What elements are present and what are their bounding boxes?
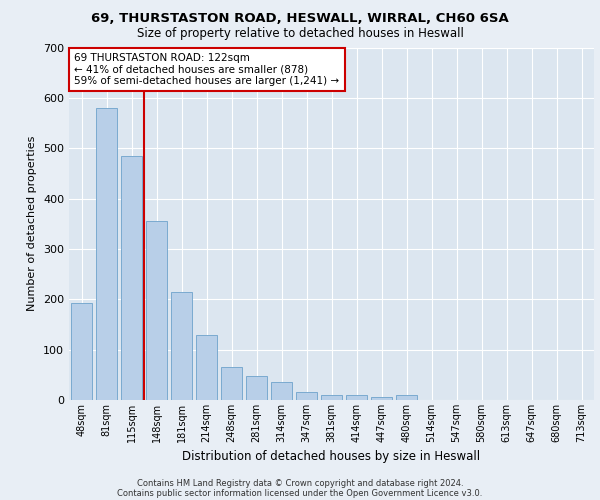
Text: 69, THURSTASTON ROAD, HESWALL, WIRRAL, CH60 6SA: 69, THURSTASTON ROAD, HESWALL, WIRRAL, C… <box>91 12 509 26</box>
Bar <box>396 395 417 400</box>
Bar <box>196 334 217 400</box>
Text: 69 THURSTASTON ROAD: 122sqm
← 41% of detached houses are smaller (878)
59% of se: 69 THURSTASTON ROAD: 122sqm ← 41% of det… <box>74 53 340 86</box>
Text: Size of property relative to detached houses in Heswall: Size of property relative to detached ho… <box>137 28 463 40</box>
Bar <box>71 303 92 400</box>
Bar <box>371 398 392 400</box>
Text: Contains HM Land Registry data © Crown copyright and database right 2024.: Contains HM Land Registry data © Crown c… <box>137 478 463 488</box>
Text: Contains public sector information licensed under the Open Government Licence v3: Contains public sector information licen… <box>118 488 482 498</box>
Bar <box>96 108 117 400</box>
Bar <box>146 221 167 400</box>
Bar <box>296 392 317 400</box>
Bar <box>221 368 242 400</box>
X-axis label: Distribution of detached houses by size in Heswall: Distribution of detached houses by size … <box>182 450 481 464</box>
Y-axis label: Number of detached properties: Number of detached properties <box>28 136 37 312</box>
Bar <box>246 376 267 400</box>
Bar <box>271 382 292 400</box>
Bar <box>121 156 142 400</box>
Bar <box>171 292 192 400</box>
Bar <box>321 395 342 400</box>
Bar <box>346 395 367 400</box>
